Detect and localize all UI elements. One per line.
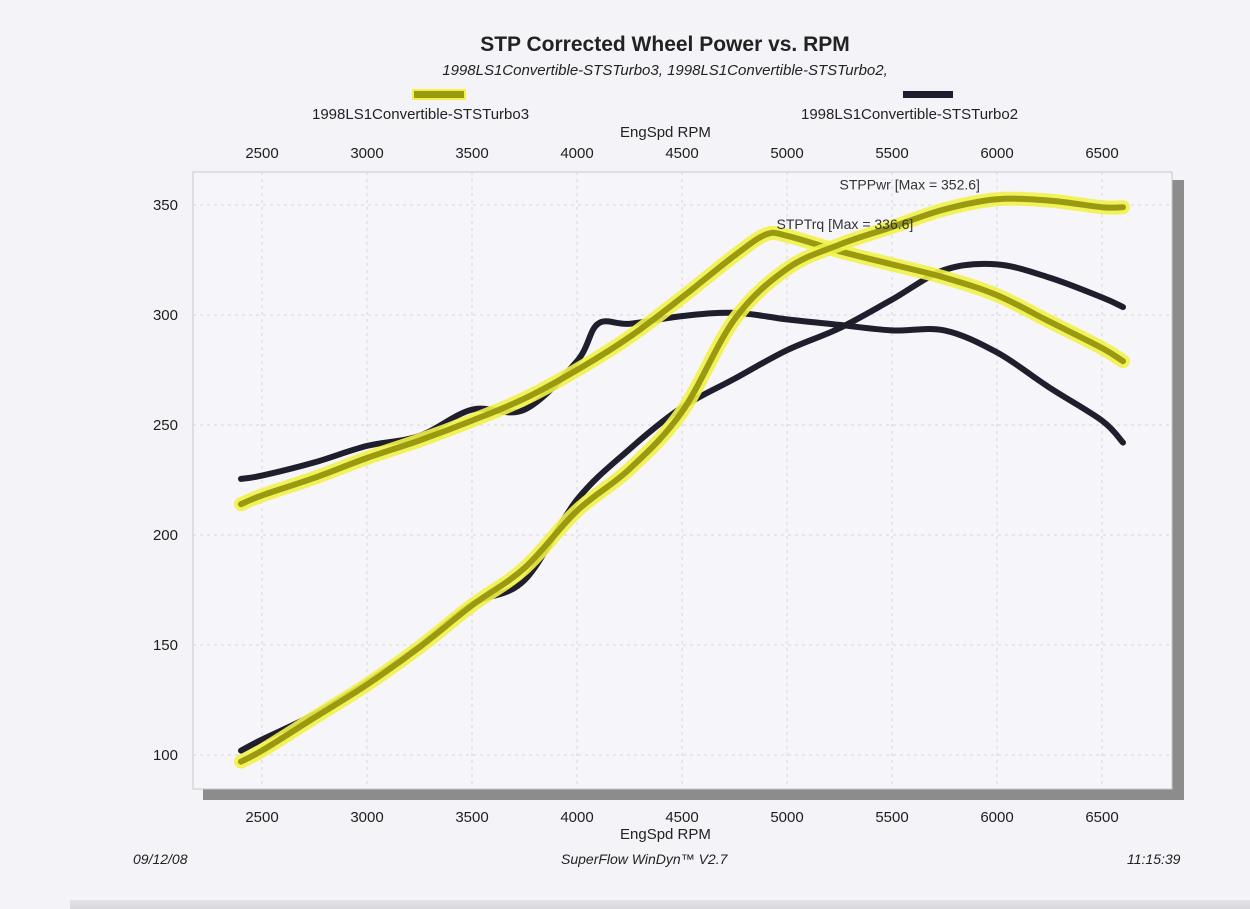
x-tick-label-bottom: 5000 bbox=[770, 809, 803, 826]
legend-swatch-turbo3 bbox=[414, 91, 464, 98]
annotation-torque-max: STPTrq [Max = 336.6] bbox=[777, 216, 914, 232]
plot-shadow-right bbox=[1172, 180, 1184, 800]
series-line-turbo3-stppwr bbox=[238, 195, 1126, 765]
y-tick-label: 200 bbox=[153, 527, 178, 544]
x-tick-label-bottom: 2500 bbox=[245, 809, 278, 826]
chart-subtitle: 1998LS1Convertible-STSTurbo3, 1998LS1Con… bbox=[442, 62, 888, 79]
y-tick-label: 150 bbox=[153, 637, 178, 654]
plot-shadow-bottom bbox=[203, 789, 1184, 800]
x-tick-label-top: 5500 bbox=[875, 145, 908, 162]
legend-label-turbo3: 1998LS1Convertible-STSTurbo3 bbox=[312, 106, 530, 123]
footer-time: 11:15:39 bbox=[1127, 851, 1181, 867]
x-tick-label-top: 4500 bbox=[665, 145, 698, 162]
page-edge bbox=[70, 900, 1250, 909]
x-tick-label-bottom: 4500 bbox=[665, 809, 698, 826]
x-tick-label-bottom: 3500 bbox=[455, 809, 488, 826]
chart-title: STP Corrected Wheel Power vs. RPM bbox=[480, 33, 850, 56]
y-tick-label: 100 bbox=[153, 747, 178, 764]
x-tick-label-bottom: 3000 bbox=[350, 809, 383, 826]
x-tick-label-top: 6500 bbox=[1085, 145, 1118, 162]
x-tick-label-bottom: 6500 bbox=[1085, 809, 1118, 826]
x-tick-label-bottom: 6000 bbox=[980, 809, 1013, 826]
annotation-power-max: STPPwr [Max = 352.6] bbox=[840, 177, 980, 193]
series-line-turbo3-stptrq bbox=[238, 229, 1126, 508]
x-tick-label-bottom: 5500 bbox=[875, 809, 908, 826]
footer-software: SuperFlow WinDyn™ V2.7 bbox=[561, 851, 728, 867]
footer-date: 09/12/08 bbox=[133, 851, 188, 867]
x-tick-label-top: 3500 bbox=[455, 145, 488, 162]
y-tick-label: 250 bbox=[153, 417, 178, 434]
y-tick-label: 300 bbox=[153, 307, 178, 324]
y-tick-label: 350 bbox=[153, 197, 178, 214]
x-tick-label-top: 6000 bbox=[980, 145, 1013, 162]
x-tick-label-top: 5000 bbox=[770, 145, 803, 162]
legend-label-turbo2: 1998LS1Convertible-STSTurbo2 bbox=[801, 106, 1019, 123]
x-axis-title-bottom: EngSpd RPM bbox=[620, 826, 711, 843]
x-axis-title-top: EngSpd RPM bbox=[620, 124, 711, 141]
x-tick-label-bottom: 4000 bbox=[560, 809, 593, 826]
x-tick-label-top: 4000 bbox=[560, 145, 593, 162]
x-tick-label-top: 3000 bbox=[350, 145, 383, 162]
legend-swatch-turbo2 bbox=[903, 91, 953, 98]
x-tick-label-top: 2500 bbox=[245, 145, 278, 162]
